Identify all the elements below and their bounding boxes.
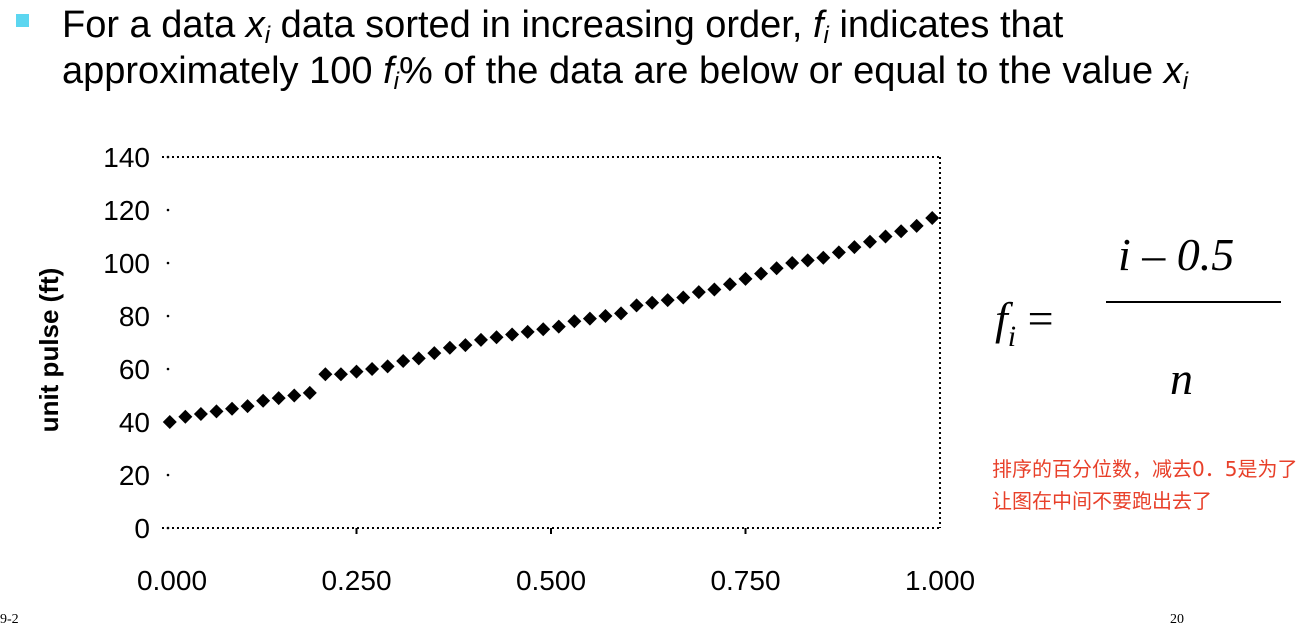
data-point (722, 277, 737, 292)
y-tick-mark (166, 526, 170, 530)
formula-equals: = (1027, 293, 1054, 344)
math-sub-i-4: i (1182, 68, 1189, 95)
data-point (629, 298, 644, 313)
data-point (193, 407, 208, 422)
y-axis-label: unit pulse (ft) (34, 268, 64, 433)
data-point (162, 415, 177, 429)
data-point (333, 367, 348, 382)
y-tick-mark (166, 261, 170, 265)
slide-page-number: 20 (1170, 612, 1184, 627)
formula-f: f (995, 293, 1008, 344)
data-point (365, 362, 380, 376)
data-point (894, 224, 909, 239)
data-point (178, 409, 193, 424)
data-point (614, 306, 629, 321)
data-point (645, 295, 660, 310)
x-tick-label: 0.750 (710, 565, 780, 596)
data-point (551, 319, 566, 334)
y-tick-label: 120 (103, 195, 150, 226)
data-point (302, 385, 317, 400)
data-point (691, 285, 706, 300)
text-part-3: indicates that approximately 100 (62, 4, 1064, 92)
y-tick-label: 40 (119, 407, 150, 438)
y-tick-label: 20 (119, 460, 150, 491)
formula-denominator: n (1170, 353, 1193, 404)
data-point (287, 388, 302, 403)
y-tick-label: 100 (103, 248, 150, 279)
data-point (536, 322, 551, 337)
fraction-bar (1106, 301, 1281, 303)
text-part-1: For a data (62, 4, 246, 46)
bullet-icon (16, 14, 29, 27)
math-sub-i-2: i (823, 22, 829, 49)
bullet-square (16, 14, 29, 27)
text-part-2: data sorted in increasing order, (270, 4, 813, 46)
x-tick-label: 1.000 (905, 565, 975, 596)
math-f: f (812, 4, 824, 46)
math-x: x (245, 4, 265, 46)
data-point (271, 391, 286, 406)
data-point (240, 399, 255, 414)
y-tick-label: 80 (119, 301, 150, 332)
data-point (738, 271, 753, 286)
x-tick-label: 0.000 (137, 565, 207, 596)
y-tick-mark (166, 208, 170, 212)
formula-lhs: fi = (995, 292, 1054, 352)
x-tick-label: 0.500 (516, 565, 586, 596)
scatter-chart: 0 20 40 60 80 100 120 140 0.000 0.250 0.500 0.750 1.… (34, 142, 975, 596)
data-point (660, 293, 675, 308)
data-point (567, 314, 582, 329)
math-x-2: x (1163, 50, 1183, 92)
x-tick-label: 0.250 (321, 565, 391, 596)
data-point (458, 338, 473, 353)
formula-sub-i: i (1007, 320, 1017, 353)
data-point (831, 245, 846, 260)
math-sub-i-3: i (393, 68, 399, 95)
data-point (862, 234, 877, 249)
y-tick-label: 0 (134, 513, 150, 544)
y-tick-mark (166, 367, 170, 371)
data-point (442, 340, 457, 355)
data-point (520, 324, 535, 339)
y-tick-mark (166, 473, 170, 477)
data-point (489, 330, 504, 345)
y-tick-mark (166, 155, 170, 159)
data-point (411, 351, 426, 366)
formula-numerator: i – 0.5 (1118, 229, 1235, 280)
data-point (769, 261, 784, 276)
data-point (318, 367, 333, 382)
data-point (427, 346, 442, 361)
data-point (225, 401, 240, 416)
annotation-note: 排序的百分位数，减去0．5是为了让图在中间不要跑出去了 (992, 457, 1298, 513)
data-point (909, 218, 924, 233)
data-point (754, 266, 769, 281)
data-point (473, 332, 488, 347)
data-point (380, 359, 395, 374)
data-point (256, 393, 271, 408)
bullet-text: For a data xi data sorted in increasing … (62, 2, 1242, 94)
text-part-4: % of the data are below or equal to the … (398, 50, 1164, 92)
math-sub-i: i (264, 22, 271, 49)
data-point (925, 210, 940, 225)
y-tick-label: 60 (119, 354, 150, 385)
data-point (676, 290, 691, 305)
data-point (785, 256, 800, 270)
data-point (598, 309, 613, 323)
data-point (878, 229, 893, 244)
y-tick-label: 140 (103, 142, 150, 173)
data-point (396, 354, 411, 369)
data-point (349, 364, 364, 379)
math-f-2: f (383, 50, 394, 92)
data-point (209, 404, 224, 419)
data-point (800, 253, 815, 268)
data-point (816, 250, 831, 265)
y-tick-mark (166, 314, 170, 318)
data-point (707, 282, 722, 297)
data-point (582, 311, 597, 326)
data-point (847, 240, 862, 255)
data-point (505, 327, 520, 342)
slide-footer-left: 9-2 (0, 612, 19, 627)
